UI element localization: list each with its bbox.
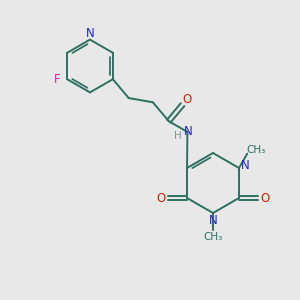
Text: N: N <box>86 27 95 40</box>
Text: CH₃: CH₃ <box>246 145 265 155</box>
Text: N: N <box>208 214 217 227</box>
Text: O: O <box>182 93 191 106</box>
Text: N: N <box>241 159 250 172</box>
Text: CH₃: CH₃ <box>203 232 223 242</box>
Text: F: F <box>54 73 61 86</box>
Text: O: O <box>260 191 270 205</box>
Text: N: N <box>184 125 192 139</box>
Text: H: H <box>174 131 182 142</box>
Text: O: O <box>156 191 166 205</box>
